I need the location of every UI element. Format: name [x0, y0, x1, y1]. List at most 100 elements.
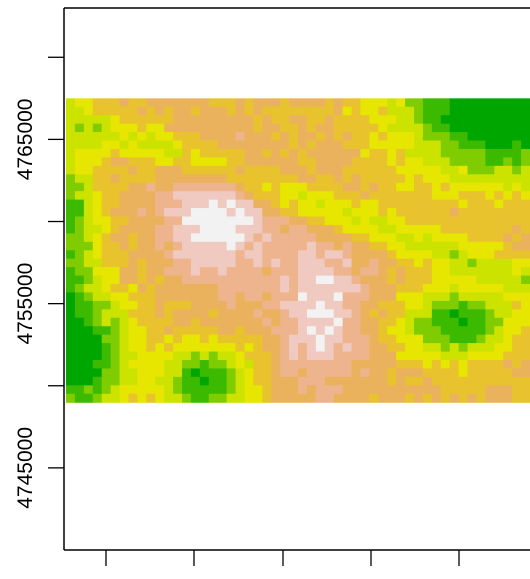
raster-cell	[521, 242, 530, 251]
raster-cell	[227, 259, 237, 268]
raster-cell	[334, 242, 344, 251]
raster-cell	[66, 360, 76, 369]
raster-cell	[66, 284, 76, 293]
raster-cell	[182, 98, 192, 107]
raster-cell	[200, 191, 210, 200]
raster-cell	[280, 335, 290, 344]
raster-cell	[423, 385, 433, 394]
raster-cell	[378, 368, 388, 377]
raster-cell	[191, 124, 201, 133]
raster-cell	[316, 318, 326, 327]
raster-cell	[236, 292, 246, 301]
raster-cell	[494, 385, 504, 394]
raster-cell	[244, 124, 254, 133]
raster-cell	[316, 183, 326, 192]
raster-cell	[120, 166, 130, 175]
raster-cell	[387, 233, 397, 242]
raster-cell	[262, 352, 272, 361]
raster-cell	[441, 242, 451, 251]
raster-cell	[102, 343, 112, 352]
raster-cell	[414, 107, 424, 116]
raster-cell	[173, 115, 183, 124]
raster-cell	[316, 267, 326, 276]
raster-cell	[164, 217, 174, 226]
raster-cell	[378, 385, 388, 394]
raster-cell	[432, 267, 442, 276]
raster-cell	[271, 368, 281, 377]
raster-cell	[236, 225, 246, 234]
raster-cell	[387, 368, 397, 377]
raster-cell	[405, 326, 415, 335]
raster-cell	[164, 360, 174, 369]
raster-cell	[396, 276, 406, 285]
raster-cell	[218, 115, 228, 124]
raster-cell	[360, 141, 370, 150]
raster-cell	[93, 360, 103, 369]
raster-cell	[307, 191, 317, 200]
raster-cell	[209, 157, 219, 166]
raster-cell	[164, 385, 174, 394]
raster-cell	[378, 98, 388, 107]
raster-cell	[360, 267, 370, 276]
raster-cell	[209, 115, 219, 124]
raster-cell	[102, 191, 112, 200]
raster-cell	[316, 217, 326, 226]
raster-cell	[298, 335, 308, 344]
raster-cell	[75, 318, 85, 327]
raster-cell	[512, 335, 522, 344]
raster-cell	[111, 200, 121, 209]
raster-cell	[173, 233, 183, 242]
raster-cell	[111, 318, 121, 327]
raster-cell	[289, 115, 299, 124]
raster-cell	[298, 157, 308, 166]
raster-cell	[352, 191, 362, 200]
raster-cell	[182, 343, 192, 352]
raster-cell	[387, 141, 397, 150]
raster-cell	[450, 259, 460, 268]
raster-cell	[173, 183, 183, 192]
raster-cell	[209, 352, 219, 361]
raster-cell	[93, 377, 103, 386]
raster-cell	[236, 250, 246, 259]
raster-cell	[164, 107, 174, 116]
raster-cell	[396, 115, 406, 124]
raster-cell	[459, 318, 469, 327]
raster-cell	[271, 309, 281, 318]
raster-cell	[137, 115, 147, 124]
raster-cell	[521, 107, 530, 116]
raster-cell	[236, 208, 246, 217]
raster-cell	[280, 217, 290, 226]
raster-cell	[146, 115, 156, 124]
raster-cell	[128, 385, 138, 394]
raster-cell	[271, 225, 281, 234]
raster-cell	[209, 141, 219, 150]
raster-cell	[173, 267, 183, 276]
raster-cell	[503, 276, 513, 285]
raster-cell	[414, 267, 424, 276]
raster-cell	[137, 301, 147, 310]
raster-cell	[146, 157, 156, 166]
raster-cell	[244, 385, 254, 394]
raster-cell	[146, 309, 156, 318]
raster-cell	[414, 368, 424, 377]
raster-cell	[316, 208, 326, 217]
raster-cell	[459, 208, 469, 217]
raster-cell	[378, 301, 388, 310]
raster-cell	[120, 132, 130, 141]
raster-cell	[521, 157, 530, 166]
raster-cell	[325, 157, 335, 166]
raster-cell	[503, 343, 513, 352]
raster-cell	[423, 141, 433, 150]
raster-cell	[164, 208, 174, 217]
raster-cell	[494, 200, 504, 209]
raster-cell	[450, 284, 460, 293]
raster-cell	[236, 335, 246, 344]
raster-cell	[84, 141, 94, 150]
raster-cell	[521, 335, 530, 344]
raster-cell	[111, 174, 121, 183]
raster-cell	[164, 318, 174, 327]
raster-cell	[262, 107, 272, 116]
raster-cell	[182, 335, 192, 344]
raster-cell	[236, 394, 246, 403]
raster-cell	[200, 233, 210, 242]
